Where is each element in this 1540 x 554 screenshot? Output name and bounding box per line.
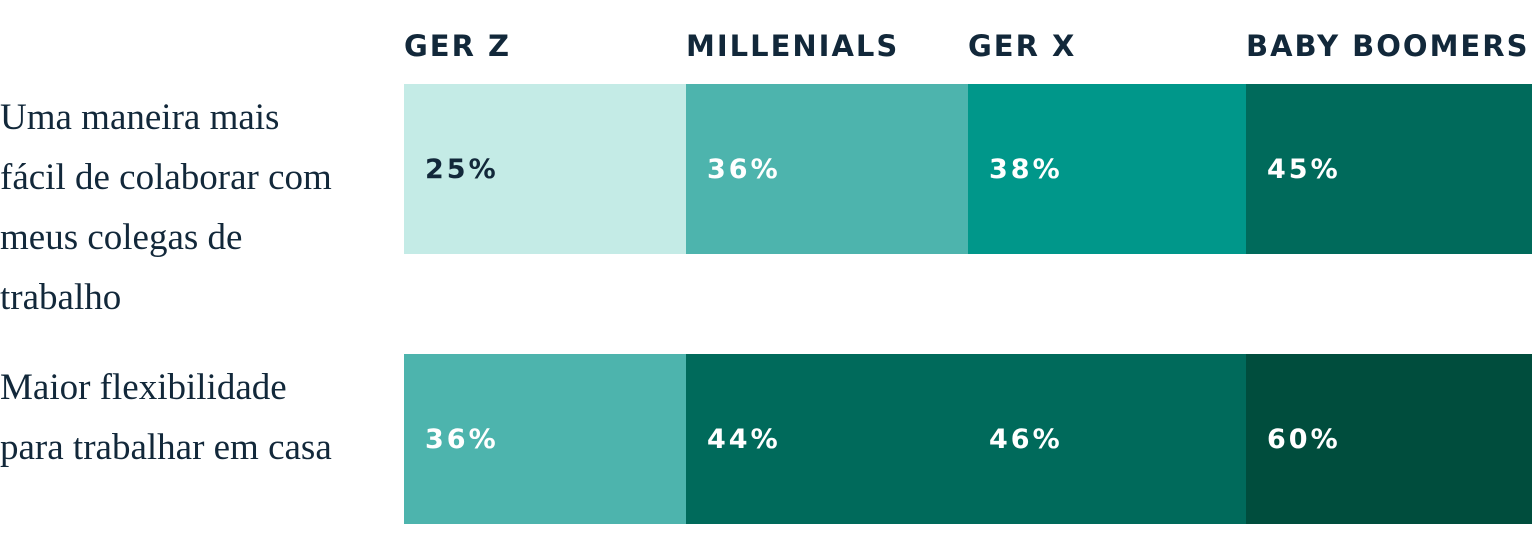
cell: 38% xyxy=(968,84,1246,254)
cell: 46% xyxy=(968,354,1246,524)
cell: 45% xyxy=(1246,84,1532,254)
row-label: Uma maneira mais fácil de colaborar com … xyxy=(0,97,332,318)
cell: 25% xyxy=(404,84,686,254)
column-header: BABY BOOMERS xyxy=(1246,29,1530,63)
column-header: MILLENIALS xyxy=(686,29,900,63)
cell: 36% xyxy=(404,354,686,524)
row-label: Maior flexibilidade para trabalhar em ca… xyxy=(0,367,332,468)
column-header: GER Z xyxy=(404,29,512,63)
cell: 44% xyxy=(686,354,968,524)
cell: 60% xyxy=(1246,354,1532,524)
column-header: GER X xyxy=(968,29,1077,63)
cell: 36% xyxy=(686,84,968,254)
